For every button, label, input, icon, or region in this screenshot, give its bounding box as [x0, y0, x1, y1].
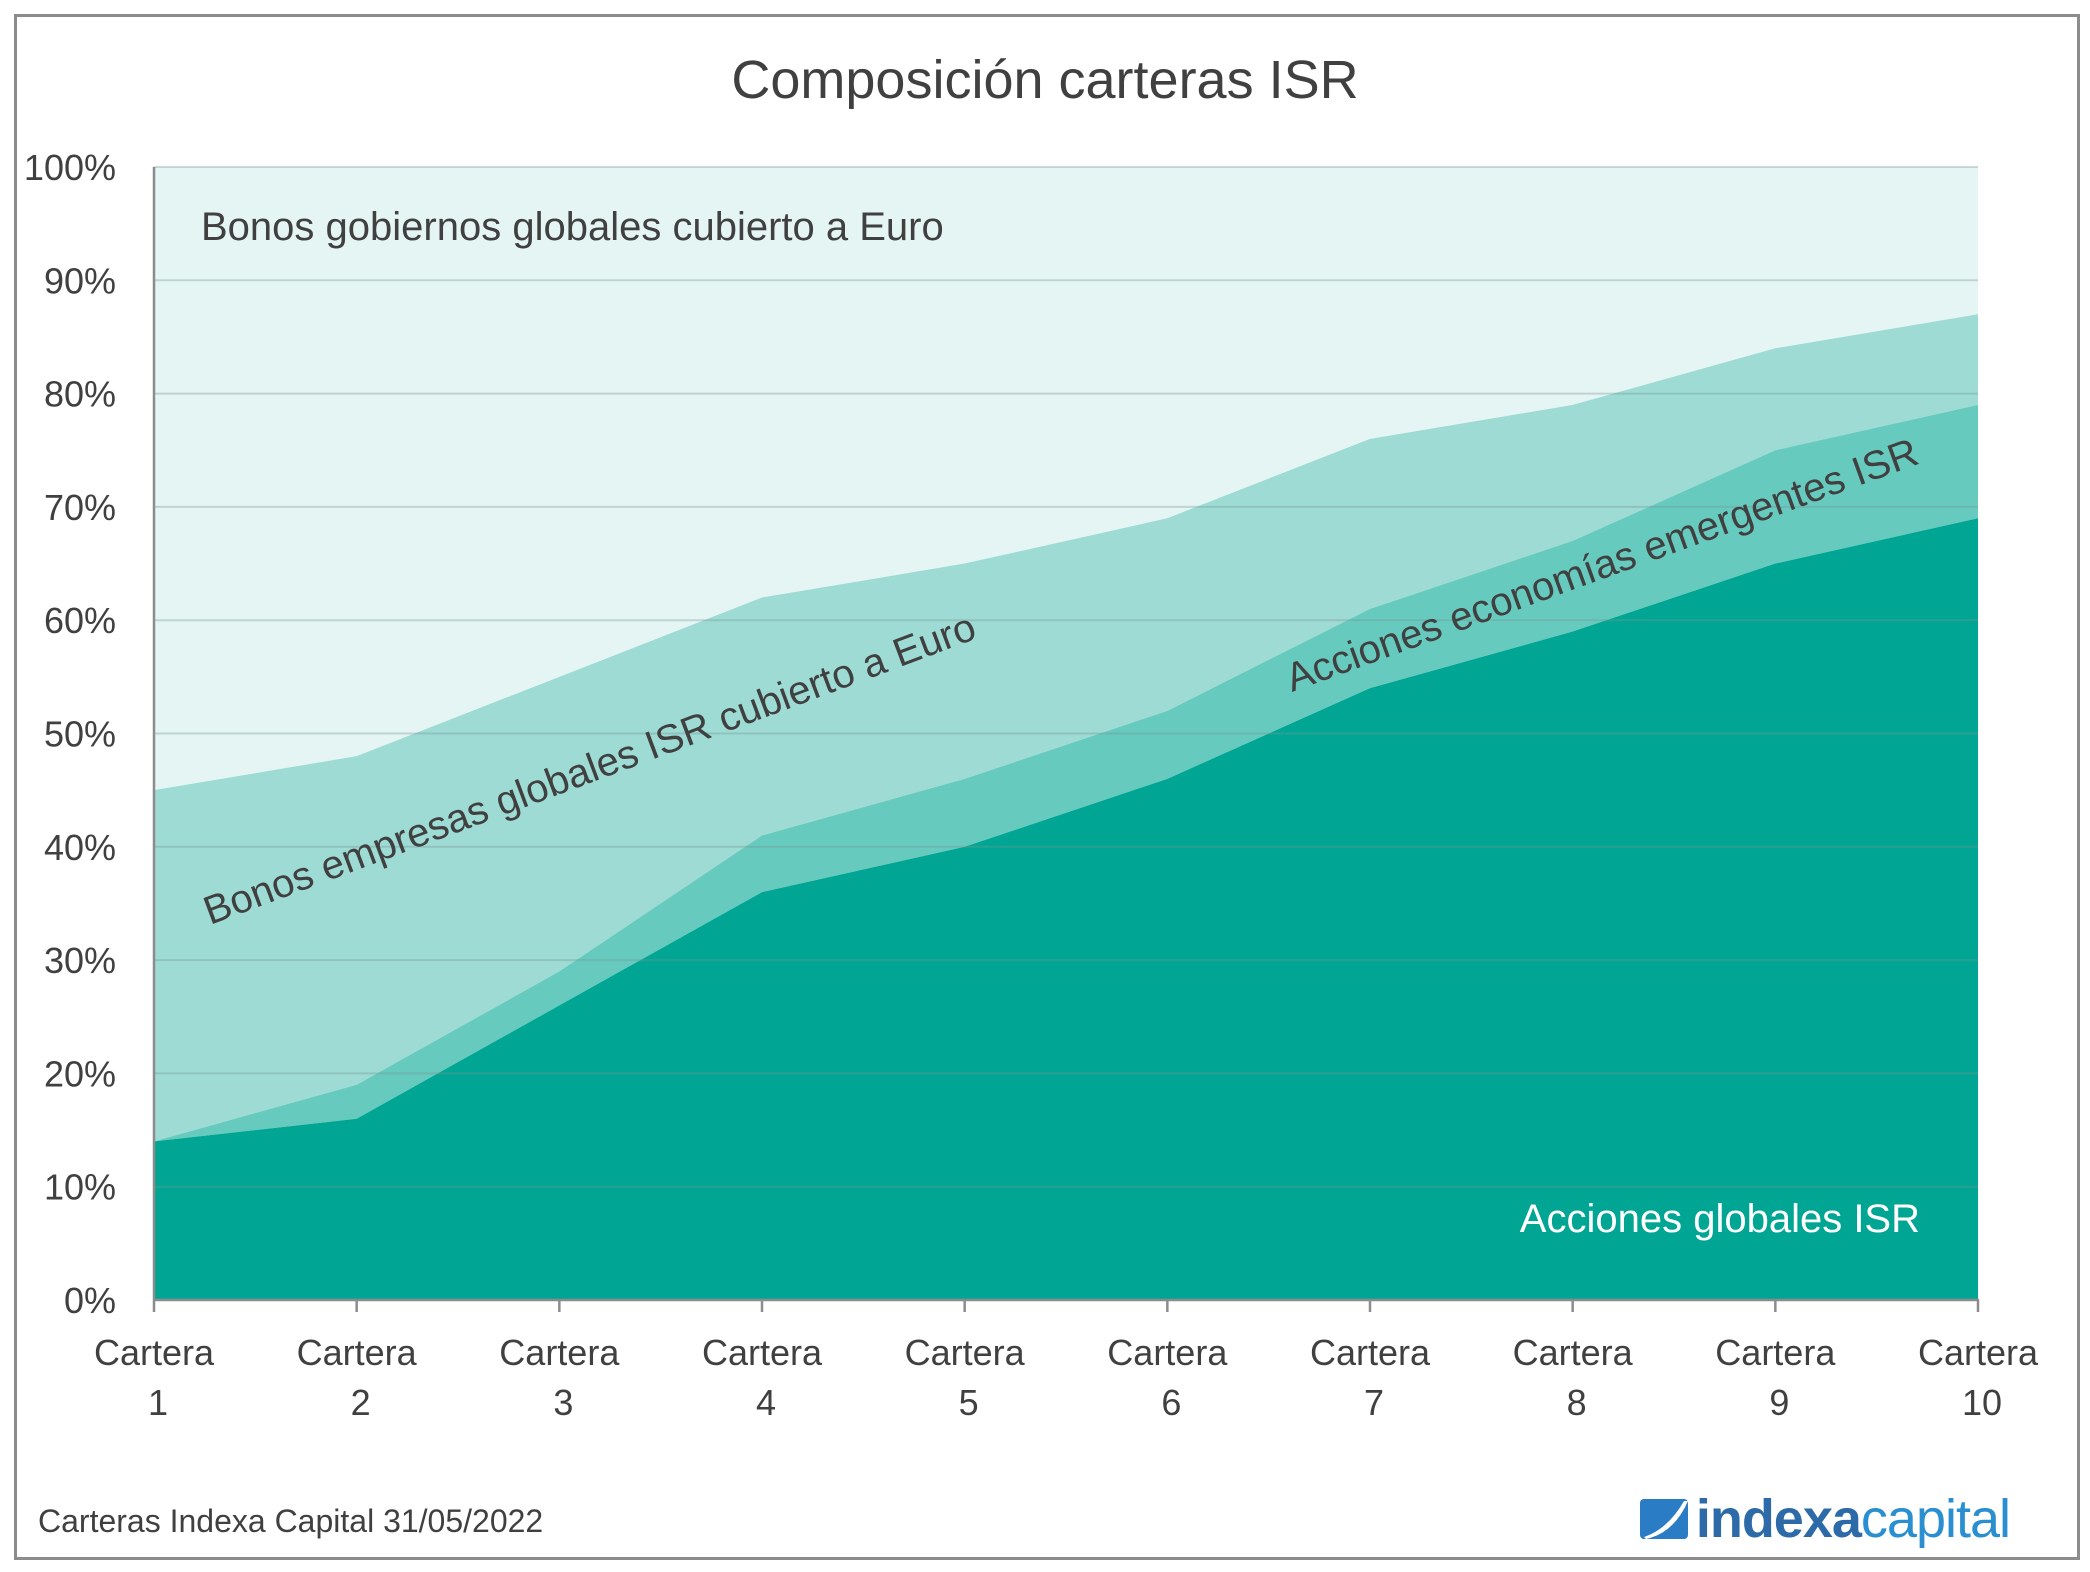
x-tick-label-line1: Cartera — [1107, 1332, 1228, 1373]
x-tick-label-line2: 6 — [1161, 1382, 1181, 1423]
x-tick-label-line2: 3 — [553, 1382, 573, 1423]
x-tick-label-line2: 8 — [1567, 1382, 1587, 1423]
area-bonos-empresas-globales-isr-cubierto-a-euro — [154, 314, 1978, 1142]
x-tick-label-line1: Cartera — [905, 1332, 1026, 1373]
x-tick-label-line1: Cartera — [1513, 1332, 1634, 1373]
x-tick-label-line2: 2 — [351, 1382, 371, 1423]
x-tick-label-line2: 10 — [1962, 1382, 2002, 1423]
x-ticks — [152, 1300, 1980, 1312]
x-tick-label-line2: 9 — [1769, 1382, 1789, 1423]
y-tick-label: 100% — [24, 147, 116, 188]
x-tick-label-line2: 1 — [148, 1382, 168, 1423]
x-tick-label-line1: Cartera — [1918, 1332, 2039, 1373]
y-tick-label: 60% — [44, 600, 116, 641]
x-tick-label-line1: Cartera — [1715, 1332, 1836, 1373]
y-tick-label: 10% — [44, 1167, 116, 1208]
x-tick-label-line1: Cartera — [297, 1332, 418, 1373]
x-tick-label-line2: 5 — [959, 1382, 979, 1423]
gridlines — [154, 166, 1978, 1188]
y-tick-label: 50% — [44, 714, 116, 755]
y-tick-labels: 0% 10% 20% 30% 40% 50% 60% 70% 80% 90% 1… — [24, 147, 116, 1321]
y-tick-label: 40% — [44, 827, 116, 868]
stacked-areas — [154, 167, 1978, 1300]
y-tick-label: 90% — [44, 260, 116, 301]
logo-mark-icon — [1639, 1499, 1688, 1539]
x-tick-label-line1: Cartera — [702, 1332, 823, 1373]
x-tick-labels: Cartera Cartera Cartera Cartera Cartera … — [94, 1332, 2039, 1423]
y-tick-label: 20% — [44, 1053, 116, 1094]
x-tick-label-line2: 7 — [1364, 1382, 1384, 1423]
area-bonos-gobiernos-globales-cubierto-a-euro — [154, 167, 1978, 791]
x-tick-label-line2: 4 — [756, 1382, 776, 1423]
label-global-equity: Acciones globales ISR — [1520, 1197, 1920, 1241]
logo-text-bold: indexa — [1695, 1489, 1862, 1549]
y-tick-label: 0% — [64, 1280, 116, 1321]
x-tick-label-line1: Cartera — [94, 1332, 215, 1373]
y-tick-label: 70% — [44, 487, 116, 528]
y-tick-label: 30% — [44, 940, 116, 981]
label-gov-bonds: Bonos gobiernos globales cubierto a Euro — [201, 205, 944, 249]
footer-source: Carteras Indexa Capital 31/05/2022 — [38, 1503, 543, 1539]
area-acciones-globales-isr — [154, 518, 1978, 1300]
area-acciones-econom-as-emergentes-isr — [154, 404, 1978, 1142]
x-tick-label-line1: Cartera — [499, 1332, 620, 1373]
logo-text-light: capital — [1860, 1489, 2011, 1549]
indexa-capital-logo: indexa capital — [1639, 1488, 2011, 1550]
y-tick-label: 80% — [44, 374, 116, 415]
x-tick-label-line1: Cartera — [1310, 1332, 1431, 1373]
chart-title: Composición carteras ISR — [731, 50, 1358, 110]
